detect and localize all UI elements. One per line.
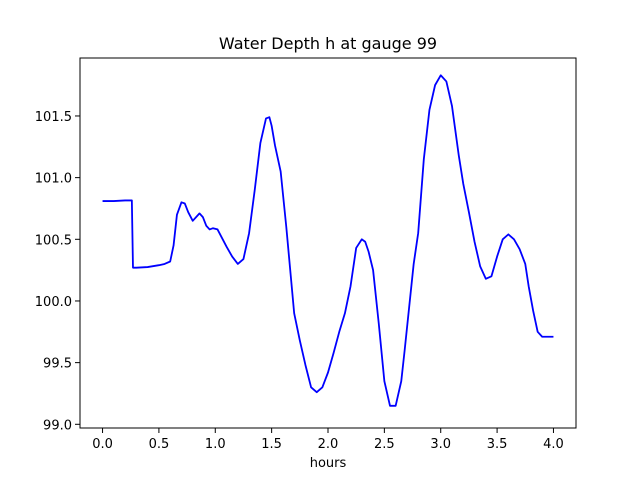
y-axis: 99.0 99.5 100.0 100.5 101.0 101.5 [35,110,80,433]
x-tick-label: 1.5 [261,437,282,452]
x-tick-label: 2.5 [374,437,395,452]
x-tick-label: 4.0 [543,437,564,452]
x-tick-label: 3.5 [487,437,508,452]
y-tick-label: 100.0 [35,295,72,310]
x-axis: 0.0 0.5 1.0 1.5 2.0 2.5 3.0 3.5 4.0 [92,428,564,452]
x-tick-label: 3.0 [430,437,451,452]
x-tick-label: 1.0 [205,437,226,452]
y-tick-label: 99.5 [43,357,72,372]
x-tick-label: 2.0 [318,437,339,452]
series-line-0 [102,74,554,407]
y-tick-label: 101.5 [35,110,72,125]
plot-area [102,74,554,407]
x-tick-label: 0.0 [92,437,113,452]
x-axis-label: hours [310,456,347,471]
y-tick-label: 100.5 [35,233,72,248]
x-tick-label: 0.5 [149,437,170,452]
y-tick-label: 101.0 [35,172,72,187]
chart-title: Water Depth h at gauge 99 [219,34,437,53]
y-tick-label: 99.0 [43,418,72,433]
